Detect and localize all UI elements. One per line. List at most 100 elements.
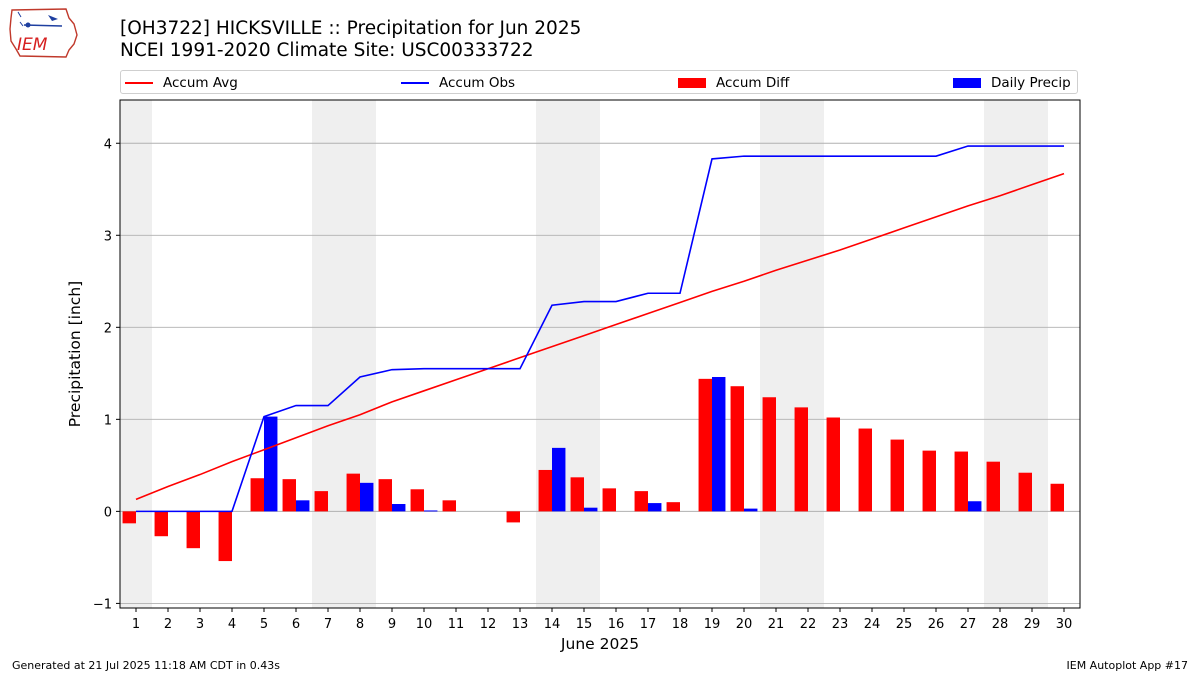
daily-precip-bar: [424, 510, 438, 512]
accum-diff-bar: [954, 451, 968, 512]
x-tick-label: 17: [640, 617, 657, 632]
accum-diff-bar: [570, 477, 584, 512]
legend-item-accum-obs: Accum Obs: [401, 74, 515, 92]
accum-diff-bar: [442, 500, 456, 512]
x-tick-label: 13: [512, 617, 529, 632]
accum-diff-bar: [186, 511, 200, 549]
weekend-shade: [568, 100, 600, 608]
x-tick-label: 11: [448, 617, 465, 632]
accum-diff-bar: [1050, 483, 1064, 512]
x-tick-label: 16: [608, 617, 625, 632]
daily-precip-bar: [584, 507, 598, 512]
daily-precip-bar: [392, 504, 406, 512]
x-tick-label: 2: [164, 617, 172, 632]
plot-frame: [119, 99, 1081, 609]
x-axis-label: June 2025: [560, 635, 639, 653]
footer-app: IEM Autoplot App #17: [1066, 659, 1189, 672]
accum-diff-bar: [538, 469, 552, 512]
accum-diff-bar: [634, 491, 648, 512]
chart-legend: Accum Avg Accum Obs Accum Diff Daily Pre…: [120, 70, 1078, 94]
x-tick-label: 26: [928, 617, 945, 632]
accum-diff-bar: [314, 491, 328, 512]
iem-logo: IEM: [9, 8, 78, 58]
legend-item-daily-precip: Daily Precip: [953, 74, 1071, 92]
x-tick-label: 3: [196, 617, 204, 632]
x-tick-label: 14: [544, 617, 561, 632]
accum-diff-bar: [826, 417, 840, 512]
weekend-shade: [344, 100, 376, 608]
accum-avg-line: [135, 172, 1065, 501]
x-tick-label: 5: [260, 617, 268, 632]
legend-swatch: [953, 78, 981, 88]
x-tick-label: 25: [896, 617, 913, 632]
x-tick-label: 15: [576, 617, 593, 632]
accum-diff-bar: [282, 479, 296, 512]
y-axis-label: Precipitation [inch]: [66, 281, 84, 427]
legend-item-accum-diff: Accum Diff: [678, 74, 789, 92]
accum-diff-bar: [378, 479, 392, 512]
x-tick-label: 12: [480, 617, 497, 632]
legend-label: Accum Obs: [439, 75, 516, 91]
accum-diff-bar: [218, 511, 232, 562]
x-tick-label: 1: [132, 617, 140, 632]
x-tick-label: 21: [768, 617, 785, 632]
x-tick-label: 22: [800, 617, 817, 632]
y-tick-label: 4: [104, 137, 112, 152]
x-tick-label: 30: [1056, 617, 1073, 632]
weekend-shade: [760, 100, 792, 608]
logo-text: IEM: [17, 35, 48, 55]
x-tick-label: 20: [736, 617, 753, 632]
accum-diff-bar: [794, 407, 808, 512]
x-tick-label: 23: [832, 617, 849, 632]
x-tick-label: 7: [324, 617, 332, 632]
daily-precip-bar: [712, 377, 726, 512]
accum-obs-line: [136, 145, 1064, 513]
daily-precip-bar: [744, 508, 758, 512]
legend-label: Daily Precip: [991, 75, 1071, 91]
accum-diff-bar: [346, 473, 360, 512]
x-tick-label: 27: [960, 617, 977, 632]
x-tick-label: 19: [704, 617, 721, 632]
x-tick-label: 18: [672, 617, 689, 632]
x-tick-label: 4: [228, 617, 236, 632]
accum-diff-bar: [698, 378, 712, 512]
accum-diff-bar: [922, 450, 936, 512]
y-tick-label: 0: [104, 505, 112, 520]
x-tick-label: 24: [864, 617, 881, 632]
accum-diff-bar: [250, 478, 264, 512]
accum-diff-bar: [1018, 472, 1032, 512]
legend-item-accum-avg: Accum Avg: [125, 74, 238, 92]
y-tick-label: 1: [104, 413, 112, 428]
chart-subtitle: NCEI 1991-2020 Climate Site: USC00333722: [120, 40, 534, 61]
accum-diff-bar: [410, 489, 424, 512]
weekend-shade: [792, 100, 824, 608]
weekend-shade: [312, 100, 344, 608]
weekend-shade: [984, 100, 1016, 608]
accum-diff-bar: [858, 428, 872, 512]
x-tick-label: 8: [356, 617, 364, 632]
weekend-shade: [1016, 100, 1048, 608]
x-tick-label: 10: [416, 617, 433, 632]
daily-precip-bar: [264, 416, 278, 512]
legend-swatch: [401, 82, 429, 84]
accum-diff-bar: [506, 511, 520, 523]
footer-generated: Generated at 21 Jul 2025 11:18 AM CDT in…: [12, 659, 280, 672]
x-tick-label: 28: [992, 617, 1009, 632]
x-tick-label: 6: [292, 617, 300, 632]
x-tick-label: 9: [388, 617, 396, 632]
daily-precip-bar: [360, 482, 374, 512]
daily-precip-bar: [552, 447, 566, 512]
y-tick-label: −1: [93, 597, 112, 612]
accum-diff-bar: [986, 461, 1000, 512]
accum-diff-bar: [890, 439, 904, 512]
accum-diff-bar: [730, 386, 744, 512]
daily-precip-bar: [968, 501, 982, 512]
accum-diff-bar: [666, 502, 680, 512]
chart-title: [OH3722] HICKSVILLE :: Precipitation for…: [120, 18, 582, 39]
legend-label: Accum Diff: [716, 75, 790, 91]
y-tick-label: 3: [104, 229, 112, 244]
accum-diff-bar: [154, 511, 168, 537]
legend-label: Accum Avg: [163, 75, 238, 91]
accum-diff-bar: [762, 397, 776, 512]
